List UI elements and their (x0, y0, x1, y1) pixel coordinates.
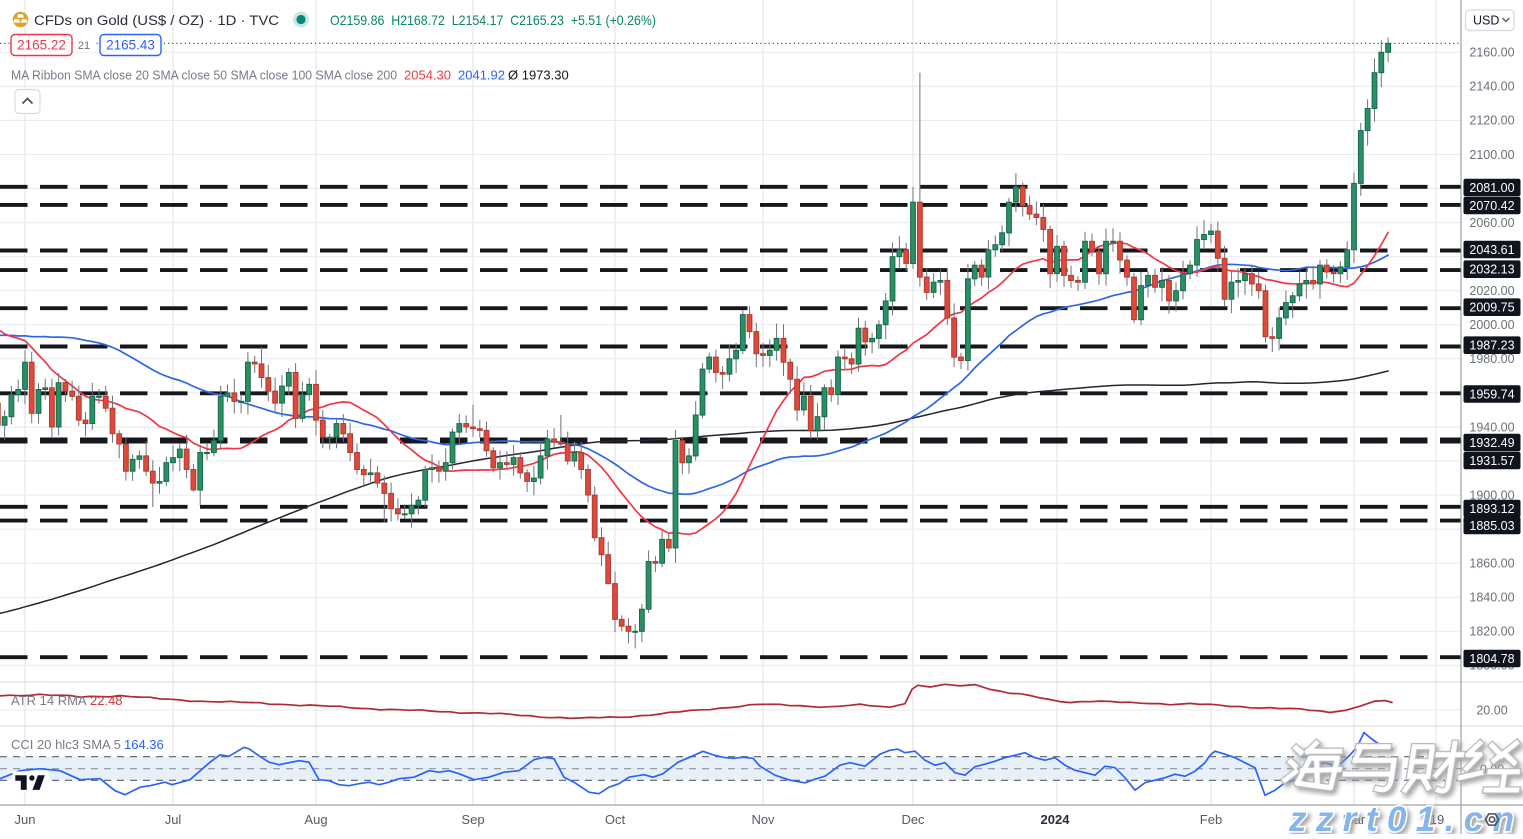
svg-text:Aug: Aug (304, 812, 327, 827)
svg-text:2100.00: 2100.00 (1469, 148, 1514, 162)
svg-text:21: 21 (78, 40, 90, 52)
svg-text:1893.12: 1893.12 (1469, 502, 1514, 516)
svg-text:Ø 1973.30: Ø 1973.30 (508, 68, 569, 83)
svg-text:O2159.86 H2168.72 L2154.17: O2159.86 H2168.72 L2154.17 C2165.23 +5.5… (330, 12, 656, 28)
svg-text:2024: 2024 (1041, 812, 1071, 827)
svg-text:CCI 20 hlc3 SMA 5: CCI 20 hlc3 SMA 5 (11, 737, 121, 752)
svg-text:Sep: Sep (461, 812, 484, 827)
svg-text:1987.23: 1987.23 (1469, 339, 1514, 353)
svg-text:2160.00: 2160.00 (1469, 46, 1514, 60)
svg-text:2020.00: 2020.00 (1469, 284, 1514, 298)
svg-text:2140.00: 2140.00 (1469, 80, 1514, 94)
svg-text:1860.00: 1860.00 (1469, 557, 1514, 571)
svg-text:Dec: Dec (901, 812, 925, 827)
svg-text:1932.49: 1932.49 (1469, 436, 1514, 450)
svg-text:Feb: Feb (1200, 812, 1222, 827)
svg-text:2054.30: 2054.30 (404, 68, 451, 83)
svg-text:USD: USD (1473, 14, 1499, 28)
svg-text:2043.61: 2043.61 (1469, 243, 1514, 257)
svg-text:1840.00: 1840.00 (1469, 591, 1514, 605)
svg-text:zzrt01.cn: zzrt01.cn (1288, 800, 1514, 834)
svg-text:2081.00: 2081.00 (1469, 181, 1514, 195)
svg-text:Nov: Nov (751, 812, 775, 827)
svg-text:1959.74: 1959.74 (1469, 387, 1514, 401)
svg-text:1980.00: 1980.00 (1469, 352, 1514, 366)
svg-text:1885.03: 1885.03 (1469, 519, 1514, 533)
svg-text:2070.42: 2070.42 (1469, 199, 1514, 213)
svg-text:1804.78: 1804.78 (1469, 652, 1514, 666)
svg-text:2009.75: 2009.75 (1469, 301, 1514, 315)
svg-text:1940.00: 1940.00 (1469, 420, 1514, 434)
svg-text:2120.00: 2120.00 (1469, 114, 1514, 128)
svg-text:1820.00: 1820.00 (1469, 625, 1514, 639)
svg-text:1931.57: 1931.57 (1469, 454, 1514, 468)
svg-text:20.00: 20.00 (1476, 703, 1507, 717)
svg-text:2165.22: 2165.22 (17, 38, 66, 53)
svg-text:Oct: Oct (605, 812, 626, 827)
svg-text:22.48: 22.48 (90, 693, 123, 708)
svg-text:2032.13: 2032.13 (1469, 263, 1514, 277)
svg-text:2041.92: 2041.92 (458, 68, 505, 83)
svg-text:164.36: 164.36 (124, 737, 164, 752)
svg-text:MA Ribbon SMA close 20 SMA clo: MA Ribbon SMA close 20 SMA close 50 SMA … (11, 68, 397, 83)
svg-text:Jul: Jul (165, 812, 182, 827)
svg-text:2165.43: 2165.43 (106, 38, 155, 53)
svg-text:ATR 14 RMA: ATR 14 RMA (11, 693, 87, 708)
svg-text:CFDs on Gold (US$ / OZ) · 1D ·: CFDs on Gold (US$ / OZ) · 1D · TVC (34, 13, 279, 29)
svg-text:2060.00: 2060.00 (1469, 216, 1514, 230)
svg-text:2000.00: 2000.00 (1469, 318, 1514, 332)
svg-text:Jun: Jun (15, 812, 36, 827)
